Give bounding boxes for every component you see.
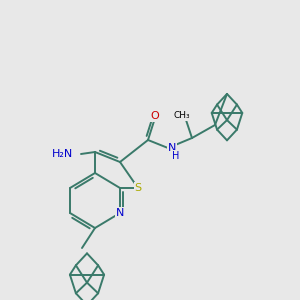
Text: N: N bbox=[168, 143, 176, 153]
Text: CH₃: CH₃ bbox=[174, 112, 190, 121]
Text: S: S bbox=[134, 183, 142, 193]
Text: H₂N: H₂N bbox=[52, 149, 73, 159]
Text: N: N bbox=[116, 208, 124, 218]
Text: H: H bbox=[172, 151, 180, 161]
Text: O: O bbox=[151, 111, 159, 121]
